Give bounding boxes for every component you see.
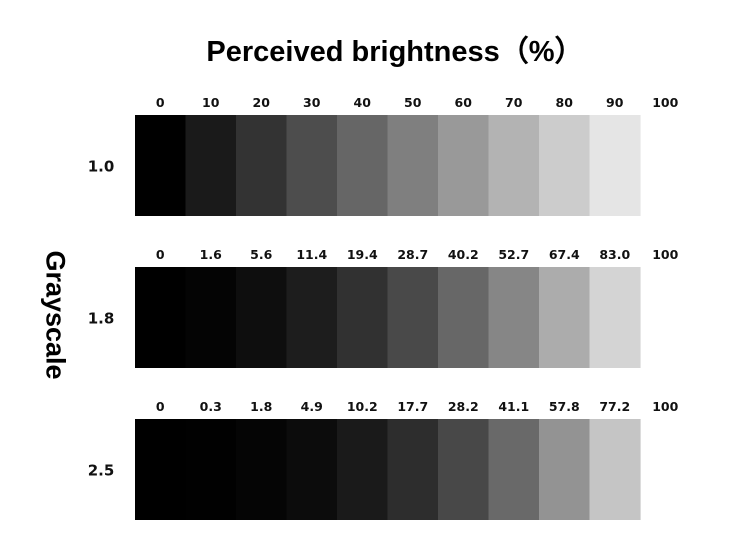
brightness-swatch [488, 267, 540, 368]
brightness-swatch [135, 115, 187, 216]
brightness-swatch [589, 115, 641, 216]
tick-label: 10.2 [347, 399, 378, 414]
brightness-swatch [236, 267, 288, 368]
brightness-swatch [438, 115, 490, 216]
brightness-swatch [135, 267, 187, 368]
tick-label: 10 [202, 95, 220, 110]
brightness-swatch [539, 419, 591, 520]
brightness-swatch [387, 419, 439, 520]
tick-label: 80 [556, 95, 574, 110]
brightness-swatch [438, 267, 490, 368]
tick-label: 40.2 [448, 247, 479, 262]
tick-label: 77.2 [599, 399, 630, 414]
tick-label: 90 [606, 95, 624, 110]
tick-label: 1.8 [250, 399, 272, 414]
brightness-swatch [589, 419, 641, 520]
tick-label: 100 [652, 95, 678, 110]
tick-label: 1.6 [200, 247, 222, 262]
brightness-swatch [337, 267, 389, 368]
brightness-swatch [185, 115, 237, 216]
tick-label: 0 [156, 95, 165, 110]
tick-label: 41.1 [498, 399, 529, 414]
tick-label: 11.4 [296, 247, 327, 262]
gamma-row-label: 1.8 [88, 310, 115, 328]
tick-label: 20 [253, 95, 271, 110]
brightness-swatch [539, 267, 591, 368]
tick-label: 60 [455, 95, 473, 110]
tick-label: 19.4 [347, 247, 378, 262]
gamma-row-label: 2.5 [88, 462, 115, 480]
tick-label: 0 [156, 399, 165, 414]
brightness-swatch [589, 267, 641, 368]
gamma-row-label: 1.0 [88, 158, 115, 176]
brightness-swatch [286, 115, 338, 216]
tick-label: 30 [303, 95, 321, 110]
brightness-swatch [236, 115, 288, 216]
tick-label: 57.8 [549, 399, 580, 414]
brightness-swatch [488, 419, 540, 520]
tick-label: 28.2 [448, 399, 479, 414]
tick-label: 17.7 [397, 399, 428, 414]
tick-label: 4.9 [301, 399, 323, 414]
tick-label: 70 [505, 95, 523, 110]
tick-label: 100 [652, 399, 678, 414]
tick-label: 40 [354, 95, 372, 110]
brightness-swatch [539, 115, 591, 216]
tick-label: 100 [652, 247, 678, 262]
brightness-swatch [438, 419, 490, 520]
brightness-swatch [337, 419, 389, 520]
brightness-swatch [185, 419, 237, 520]
chart-title: Perceived brightness（%） [206, 36, 584, 68]
brightness-swatch [286, 267, 338, 368]
brightness-swatch [185, 267, 237, 368]
tick-label: 0 [156, 247, 165, 262]
tick-label: 5.6 [250, 247, 272, 262]
tick-label: 52.7 [498, 247, 529, 262]
brightness-swatch [236, 419, 288, 520]
brightness-swatch [387, 267, 439, 368]
brightness-swatch [337, 115, 389, 216]
tick-label: 0.3 [200, 399, 222, 414]
brightness-swatch [387, 115, 439, 216]
tick-label: 83.0 [599, 247, 630, 262]
tick-label: 50 [404, 95, 422, 110]
brightness-swatch [135, 419, 187, 520]
brightness-swatch [286, 419, 338, 520]
brightness-swatch [488, 115, 540, 216]
tick-label: 67.4 [549, 247, 580, 262]
tick-label: 28.7 [397, 247, 428, 262]
